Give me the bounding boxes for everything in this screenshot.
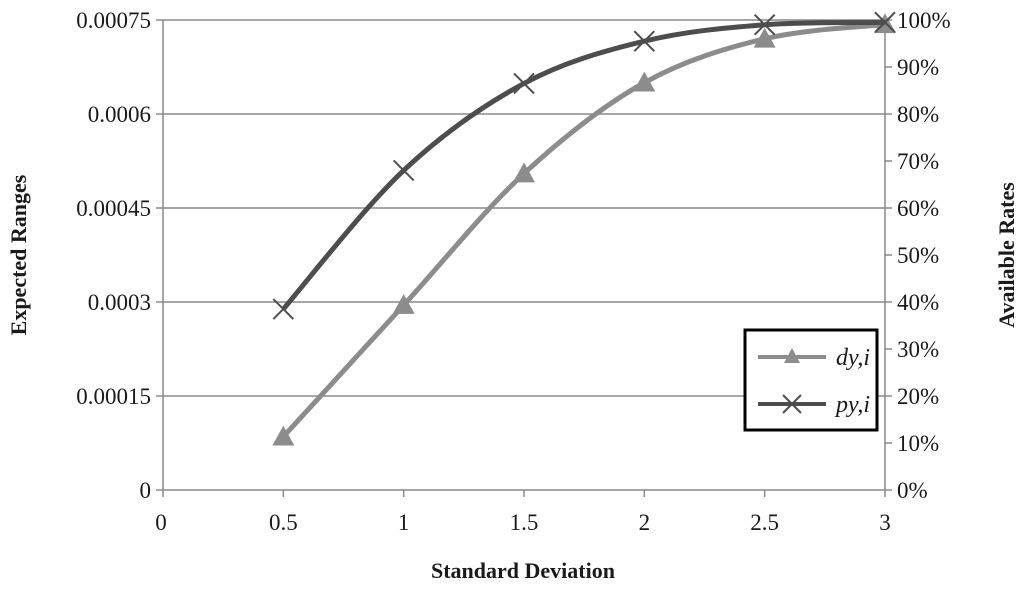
data-point-py [633,30,656,52]
y2-tick-label: 20% [897,384,939,409]
x-tick-label: 0 [155,510,167,535]
x-tick-label: 2.5 [750,510,779,535]
tick-labels: 0 0.00015 0.0003 0.00045 0.0006 0.00075 0% 10% 2… [76,8,950,535]
y-tick-label: 0.00015 [76,384,151,409]
legend-dy-marker [784,348,800,363]
data-point-dy [272,425,295,446]
x-axis-title: Standard Deviation [431,558,615,583]
y2-tick-label: 10% [897,431,939,456]
y-tick-label: 0.0006 [88,102,151,127]
data-point-dy [633,71,656,92]
y2-tick-label: 90% [897,55,939,80]
y2-tick-label: 70% [897,149,939,174]
legend-dy-label: dy,i [836,345,870,371]
y2-tick-label: 60% [897,196,939,221]
y2-tick-label: 40% [897,290,939,315]
x-tick-label: 3 [879,510,891,535]
y2-tick-label: 30% [897,337,939,362]
legend-py-marker [782,394,802,414]
y-tick-label: 0.00075 [76,8,151,33]
data-point-py [513,72,535,95]
x-tick-label: 2 [639,510,651,535]
y2-tick-label: 100% [897,8,951,33]
data-point-py [874,11,896,34]
y2-tick-label: 80% [897,102,939,127]
legend: dy,i py,i [743,328,879,432]
series-layer [272,11,896,446]
legend-box [743,328,879,432]
y-axis-title: Expected Ranges [6,174,31,335]
y2-tick-label: 0% [897,478,928,503]
y-tick-label: 0.00045 [76,196,151,221]
data-point-dy [753,27,776,48]
data-point-py [753,13,776,36]
data-point-py [392,159,415,182]
data-point-dy [513,162,535,183]
y-tick-label: 0.0003 [88,290,151,315]
axes [156,19,892,497]
y2-axis-title: Available Rates [994,182,1019,328]
data-point-py [272,298,295,320]
y-tick-label: 0 [140,478,152,503]
x-tick-label: 0.5 [269,510,298,535]
y2-tick-label: 50% [897,243,939,268]
x-tick-label: 1 [398,510,410,535]
x-tick-label: 1.5 [510,510,539,535]
data-point-dy [392,294,415,314]
legend-py-label: py,i [834,392,870,418]
